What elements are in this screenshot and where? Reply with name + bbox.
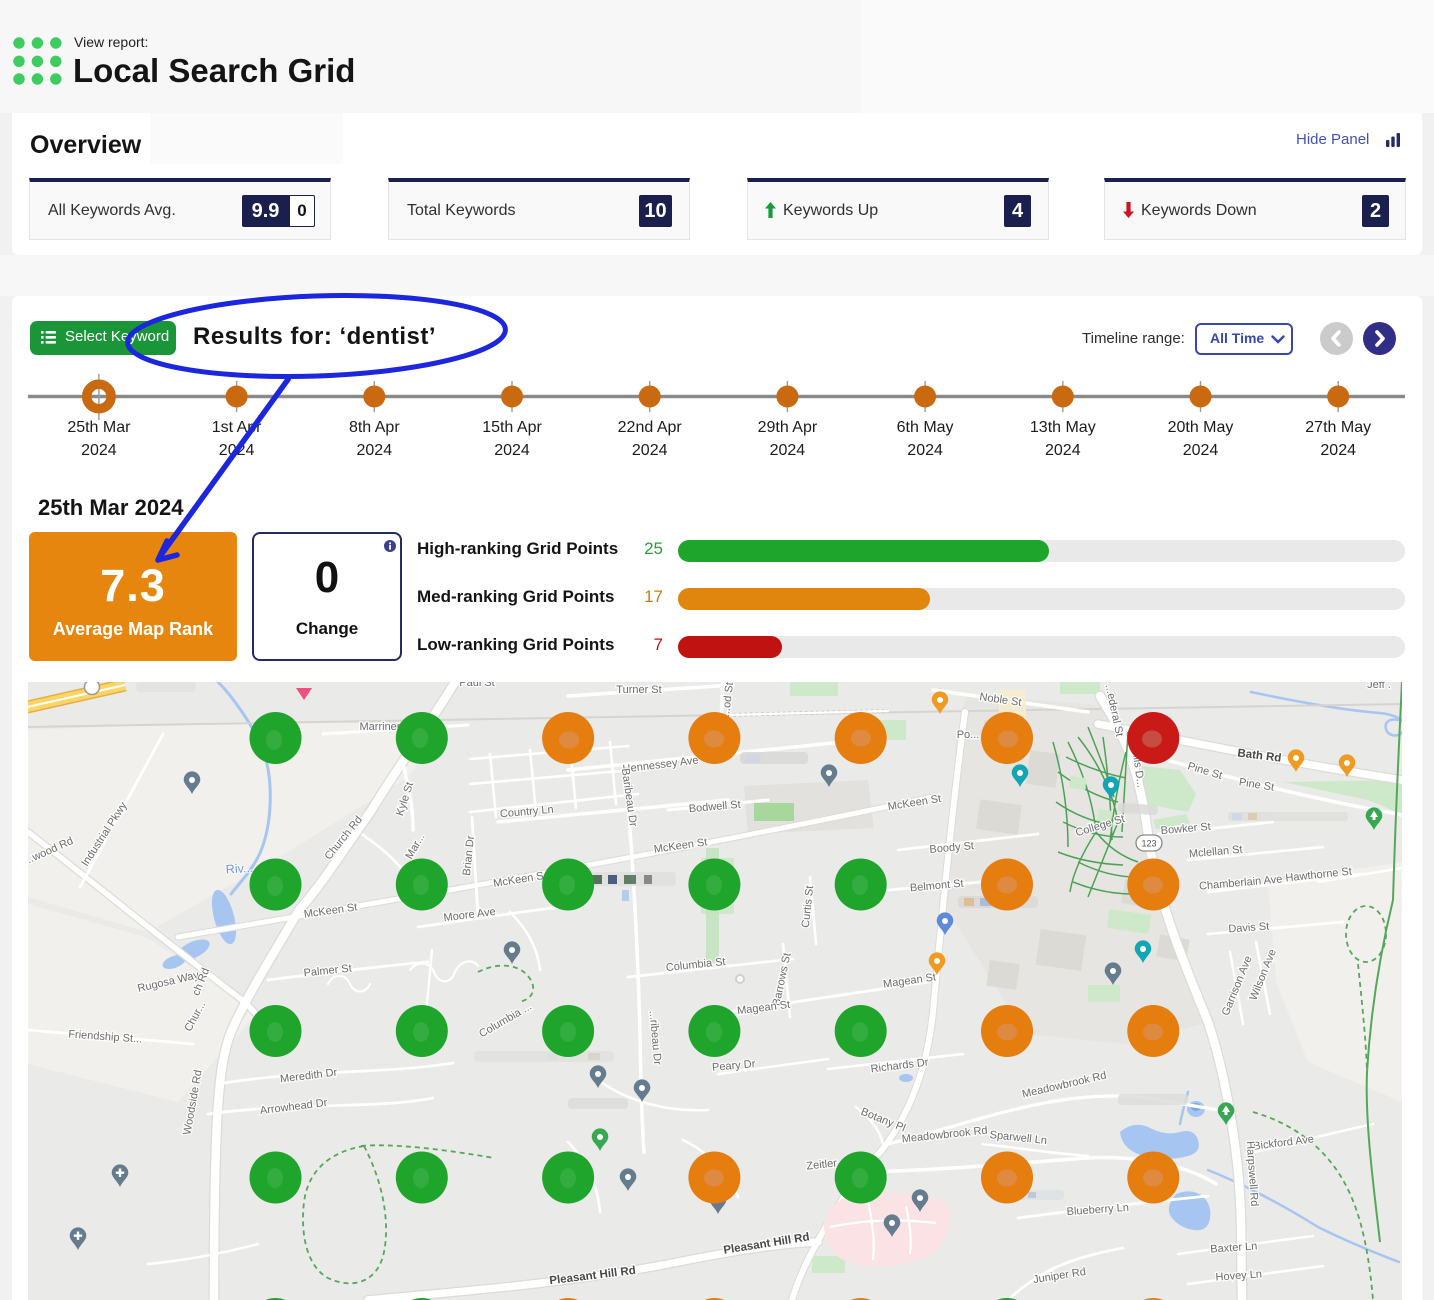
svg-text:Bodwell St: Bodwell St — [688, 799, 741, 815]
svg-text:Davis St: Davis St — [1228, 921, 1270, 936]
svg-text:Harpswell Rd: Harpswell Rd — [1244, 1141, 1261, 1207]
svg-text:Turner St: Turner St — [616, 684, 661, 696]
svg-text:Curtis St: Curtis St — [800, 885, 816, 928]
svg-text:Hovey Ln: Hovey Ln — [1215, 1268, 1262, 1283]
svg-text:...od St: ...od St — [720, 682, 736, 718]
svg-text:Country Ln: Country Ln — [499, 804, 554, 821]
svg-text:Jeff .: Jeff . — [1367, 682, 1391, 691]
svg-text:Po...: Po... — [957, 729, 980, 741]
svg-text:123: 123 — [1141, 839, 1156, 849]
svg-text:Blueberry Ln: Blueberry Ln — [1066, 1202, 1129, 1218]
svg-text:Zeitler: Zeitler — [806, 1157, 838, 1172]
svg-text:Marriner: Marriner — [360, 721, 401, 733]
svg-text:Riv...: Riv... — [225, 861, 253, 877]
svg-text:Baxter Ln: Baxter Ln — [1210, 1240, 1258, 1255]
svg-text:Sparwell Ln: Sparwell Ln — [989, 1129, 1047, 1147]
svg-text:Brian Dr: Brian Dr — [461, 835, 477, 877]
svg-text:Paul St: Paul St — [459, 682, 494, 689]
svg-text:Boody St: Boody St — [929, 840, 975, 856]
svg-text:Peary Dr: Peary Dr — [712, 1058, 757, 1074]
svg-text:Bowker St: Bowker St — [1160, 821, 1211, 837]
